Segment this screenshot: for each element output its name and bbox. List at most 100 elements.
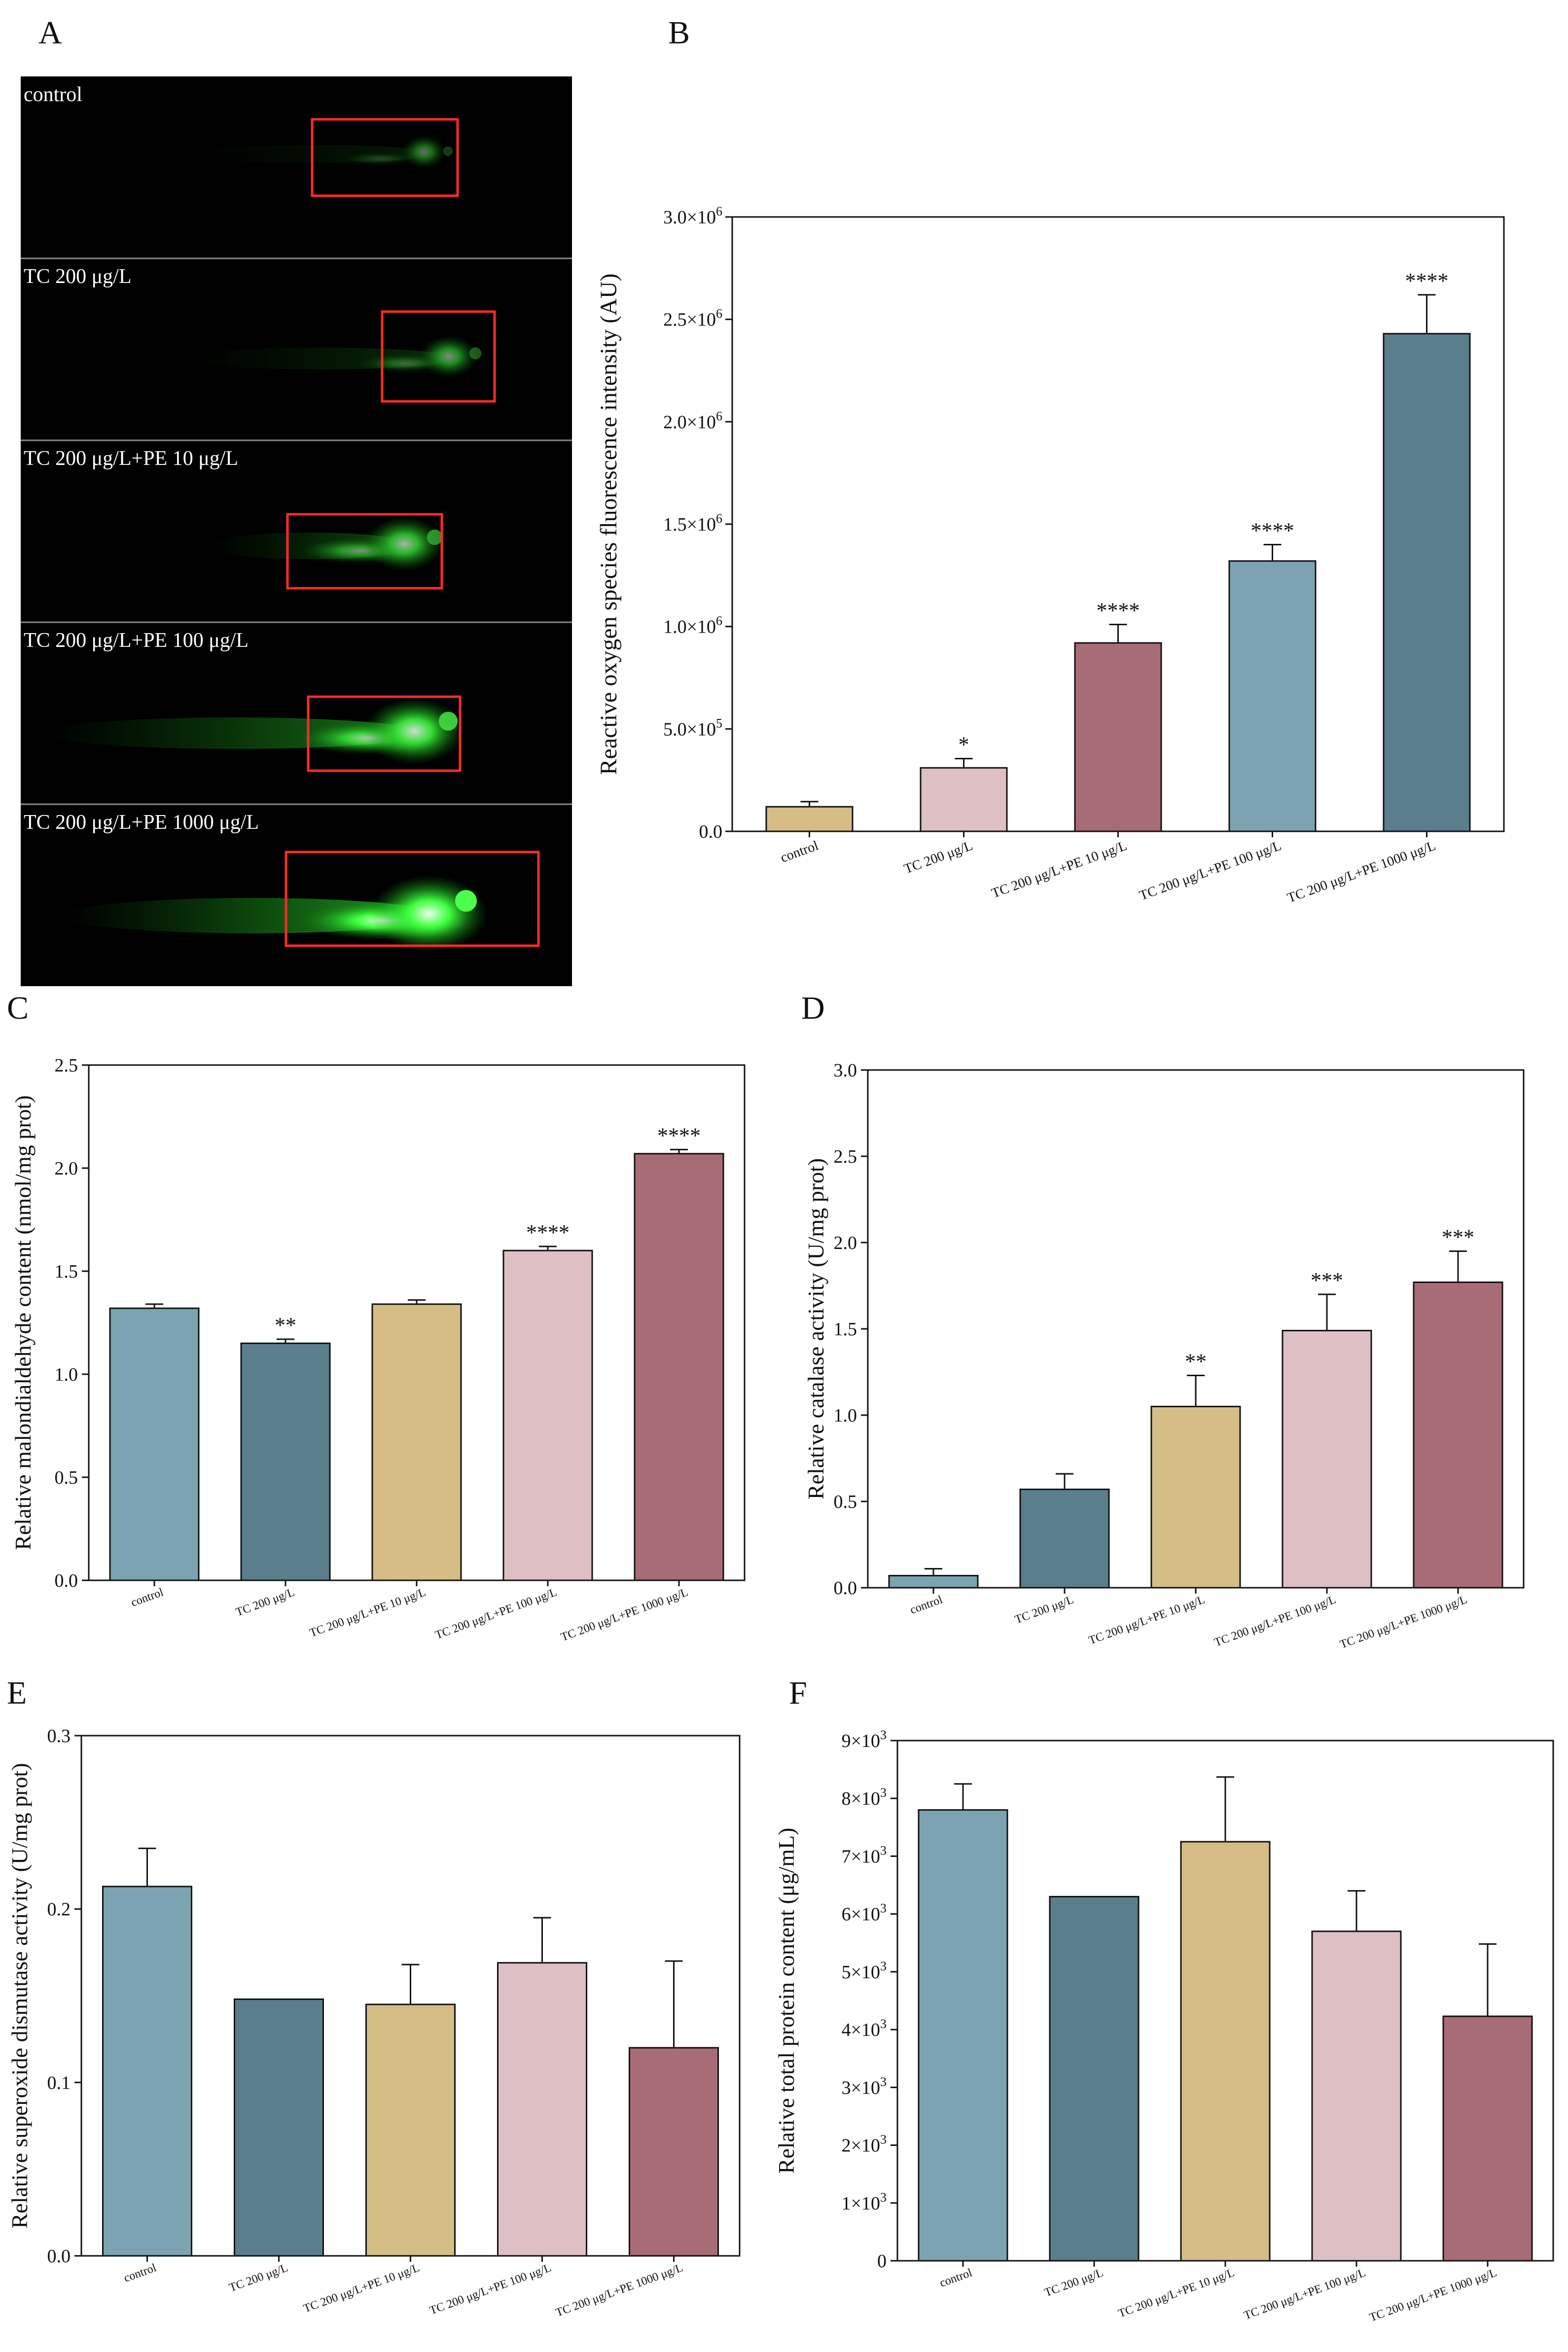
y-tick-label: 9×103: [842, 1728, 887, 1751]
x-category-label: control: [908, 1593, 944, 1617]
zebrafish-larva: [44, 698, 465, 765]
x-category-label: control: [779, 838, 820, 865]
y-tick-label: 0.5: [55, 1467, 78, 1488]
region-of-interest-box: [307, 695, 462, 772]
y-tick-label: 0.0: [834, 1578, 857, 1599]
y-tick-label: 2.5: [55, 1055, 78, 1076]
superoxide-dismutase-chart: 0.0 0.1 0.2 0.3 Relative superoxide dismutas…: [7, 1726, 741, 2319]
x-category-label: TC 200 μg/L+PE 100 μg/L: [428, 2261, 553, 2317]
region-of-interest-box: [286, 513, 443, 590]
zebrafish-larva: [187, 135, 453, 169]
x-category-label: control: [122, 2261, 158, 2285]
bar: [634, 1153, 724, 1581]
bar: [765, 806, 854, 832]
bar: [888, 1575, 979, 1589]
x-category-label: TC 200 μg/L+PE 100 μg/L: [433, 1586, 559, 1642]
bar: [234, 1998, 324, 2257]
x-category-label: control: [938, 2266, 974, 2290]
y-tick-label: 1.5×106: [663, 511, 722, 535]
significance-marker: ****: [1405, 269, 1449, 293]
y-tick-label: 5.0×105: [663, 716, 722, 740]
y-tick-label: 0.0: [47, 2246, 71, 2267]
y-tick-label: 1.5: [55, 1261, 78, 1282]
y-tick-label: 2×103: [842, 2133, 887, 2156]
bar: [502, 1249, 593, 1581]
malondialdehyde-chart: 0.0 0.5 1.0 1.5 2.0 2.5 Relative malondialdehy…: [10, 1055, 746, 1644]
y-tick-label: 2.5×106: [663, 307, 722, 330]
y-tick-label: 1.0×106: [663, 614, 722, 638]
bar: [1019, 1489, 1110, 1589]
bar: [629, 2047, 719, 2257]
x-category-label: TC 200 μg/L+PE 10 μg/L: [1087, 1593, 1207, 1647]
panel-letter-d: D: [801, 990, 825, 1026]
panel-letter-c: C: [7, 990, 29, 1026]
x-category-label: TC 200 μg/L+PE 1000 μg/L: [1338, 1593, 1469, 1651]
bar: [1228, 560, 1317, 832]
y-tick-label: 0.3: [47, 1726, 71, 1746]
image-condition-label: TC 200 μg/L: [24, 265, 132, 288]
bar: [371, 1303, 462, 1581]
significance-marker: ***: [1311, 1268, 1343, 1292]
panel-letter-b: B: [668, 15, 690, 51]
x-category-label: TC 200 μg/L+PE 1000 μg/L: [554, 2261, 684, 2319]
y-tick-label: 0.0: [699, 821, 723, 842]
zebrafish-larva: [207, 516, 445, 571]
image-condition-label: TC 200 μg/L+PE 10 μg/L: [24, 447, 238, 470]
y-axis-label: Relative superoxide dismutase activity (…: [7, 1763, 32, 2228]
y-axis-label: Relative malondialdehyde content (nmol/m…: [10, 1095, 36, 1550]
y-tick-label: 3.0: [834, 1060, 857, 1081]
x-category-label: TC 200 μg/L: [227, 2261, 289, 2294]
y-tick-label: 1.0: [834, 1405, 857, 1426]
bar: [1311, 1930, 1402, 2262]
bar: [240, 1342, 331, 1581]
x-category-label: TC 200 μg/L+PE 100 μg/L: [1212, 1593, 1338, 1649]
x-category-label: TC 200 μg/L+PE 10 μg/L: [308, 1586, 428, 1639]
x-category-label: TC 200 μg/L: [1013, 1593, 1075, 1626]
bar: [365, 2003, 456, 2257]
x-category-label: TC 200 μg/L+PE 100 μg/L: [1138, 838, 1283, 903]
y-tick-label: 3×103: [842, 2074, 887, 2098]
y-tick-label: 3.0×106: [663, 204, 722, 228]
x-category-label: control: [129, 1586, 165, 1609]
y-axis-label: Relative catalase activity (U/mg prot): [803, 1158, 828, 1499]
y-tick-label: 2.0×106: [663, 409, 722, 432]
bar: [1180, 1841, 1271, 2262]
y-tick-label: 8×103: [842, 1785, 887, 1809]
significance-marker: ****: [657, 1123, 701, 1147]
significance-marker: ****: [1251, 519, 1294, 543]
fluorescence-image-background: [21, 76, 572, 986]
y-tick-label: 0.5: [834, 1492, 857, 1512]
y-tick-label: 1×103: [842, 2190, 887, 2214]
bar: [109, 1307, 200, 1581]
x-category-label: TC 200 μg/L: [234, 1586, 296, 1619]
catalase-activity-chart: 0.0 0.5 1.0 1.5 2.0 2.5 3.0 Relative catalase a…: [803, 1060, 1525, 1651]
bar: [1442, 2015, 1533, 2262]
image-condition-label: control: [24, 83, 82, 106]
ros-intensity-chart: 0.0 5.0×105 1.0×106 1.5×106 2.0×106 2.5×106 3.…: [596, 204, 1505, 906]
bar: [1383, 333, 1471, 832]
image-condition-label: TC 200 μg/L+PE 100 μg/L: [24, 629, 249, 652]
image-condition-label: TC 200 μg/L+PE 1000 μg/L: [24, 811, 259, 834]
region-of-interest-box: [311, 118, 459, 197]
bar: [920, 767, 1008, 832]
y-tick-label: 4×103: [842, 2017, 887, 2040]
bar: [1150, 1406, 1241, 1589]
bar: [1282, 1330, 1372, 1589]
significance-marker: ****: [1097, 599, 1140, 623]
y-tick-label: 2.0: [55, 1158, 78, 1179]
region-of-interest-box: [285, 851, 540, 947]
panel-letter-a: A: [38, 15, 62, 51]
y-tick-label: 1.5: [834, 1319, 857, 1340]
zebrafish-larva: [64, 875, 488, 952]
y-tick-label: 2.5: [834, 1146, 857, 1167]
significance-marker: ****: [526, 1220, 570, 1245]
panel-letter-f: F: [789, 1675, 807, 1711]
y-tick-label: 5×103: [842, 1959, 887, 1983]
y-tick-label: 2.0: [834, 1233, 857, 1253]
y-tick-label: 0.1: [47, 2072, 71, 2093]
x-category-label: TC 200 μg/L+PE 10 μg/L: [1117, 2266, 1237, 2320]
x-category-label: TC 200 μg/L+PE 1000 μg/L: [1368, 2266, 1498, 2324]
y-tick-label: 0: [877, 2251, 887, 2272]
significance-marker: **: [275, 1313, 296, 1337]
